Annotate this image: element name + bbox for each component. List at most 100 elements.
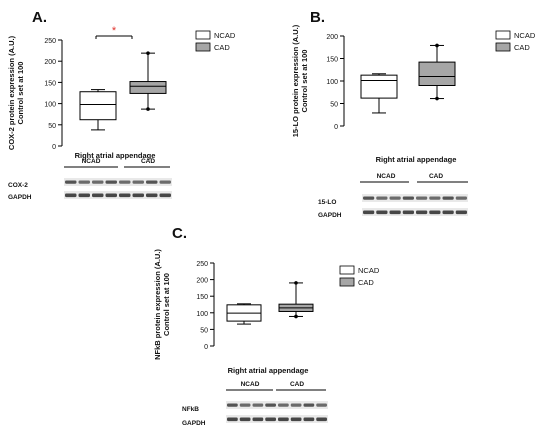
blot-band [429,196,441,200]
y-tick-label: 100 [44,102,56,109]
blot-band [303,403,315,407]
blot-band [442,196,454,200]
y-tick-label: 150 [44,80,56,87]
panel-a: A. 0 50 100 150 200 250 COX-2 protein expressio… [7,9,236,201]
blot-band [455,210,467,215]
legend-label-cad: CAD [514,43,530,52]
blot-band [252,417,264,422]
min-point [146,107,150,111]
panel-label: A. [32,9,47,26]
max-point [294,281,298,285]
panel-c: C. 0 50 100 150 200 250 NFkB protein expression… [153,225,380,427]
blot-band [119,193,131,198]
blot-group-label: CAD [290,381,304,388]
y-tick-label: 0 [204,344,208,351]
x-axis-label: Right atrial appendage [75,151,156,160]
blot-band [252,403,264,407]
y-tick-label: 100 [196,311,208,318]
blot-band [290,417,302,422]
blot-band [363,210,375,215]
blot-band [227,403,238,407]
box-cad [278,281,314,319]
significance-star: * [112,25,117,37]
y-axis-label-2: Control set at 100 [300,50,309,113]
blot-band [65,193,77,198]
legend-swatch-cad [195,42,211,52]
blot-band [105,180,117,184]
blot-group-label: NCAD [241,381,260,388]
blot-band [92,180,104,184]
y-tick-label: 200 [44,59,56,66]
blot-row-label: NFkB [182,406,199,413]
blot-band [402,210,414,215]
legend-swatch-ncad [195,30,211,40]
legend-label-cad: CAD [358,278,374,287]
min-point [435,96,439,101]
blot-strip [226,401,328,409]
box-ncad [79,89,117,131]
blot-row-label: COX-2 [8,182,28,189]
box-iqr [129,81,167,94]
blot-band [265,417,276,422]
blot-band [159,180,171,184]
panel-label: C. [172,225,187,242]
y-tick-label: 250 [196,261,208,268]
y-axis-label: 15-LO protein expression (A.U.) [291,24,300,137]
x-axis-label: Right atrial appendage [376,155,457,164]
panel-b: B. 0 50 100 150 200 15-LO protein expression (… [291,9,536,219]
blot-band [132,180,144,184]
legend-swatch-cad [339,277,355,287]
blot-group-label: NCAD [82,158,101,165]
blot-group-label: NCAD [377,173,396,180]
legend-label-ncad: NCAD [514,31,536,40]
y-axis-label: NFkB protein expression (A.U.) [153,249,162,360]
blot-band [146,180,158,184]
y-axis-title: COX-2 protein expression (A.U.) Control s… [7,35,25,150]
blot-row-label: GAPDH [318,212,342,219]
y-tick-label: 0 [52,144,56,151]
box-ncad [360,73,398,114]
y-axis-title: NFkB protein expression (A.U.) Control se… [153,249,171,360]
blot-band [290,403,302,407]
max-point [435,43,439,48]
blot-band [303,417,315,422]
legend-swatch-ncad [339,265,355,275]
blot-band [389,196,401,200]
blot-band [239,417,251,422]
blot-band [455,196,467,200]
legend-label-cad: CAD [214,43,230,52]
blot-band [159,193,171,198]
y-tick-label: 150 [326,57,338,64]
panel-label: B. [310,9,325,26]
y-tick-label: 50 [330,102,338,109]
blot-band [278,403,289,407]
y-tick-label: 250 [44,38,56,45]
max-point [146,51,150,55]
blot-strip [362,208,468,216]
blot-band [227,417,238,422]
blot-band [376,196,388,200]
blot-row-label: 15-LO [318,199,336,206]
y-axis-label: COX-2 protein expression (A.U.) [7,35,16,150]
blot-band [416,196,428,200]
blot-band [278,417,289,422]
y-tick-label: 200 [196,278,208,285]
box-cad [129,51,167,111]
y-tick-label: 200 [326,34,338,41]
legend-swatch-cad [495,42,511,52]
y-tick-label: 100 [326,79,338,86]
blot-band [376,210,388,215]
y-axis-label-2: Control set at 100 [16,62,25,125]
y-tick-label: 50 [48,123,56,130]
blot-row-label: GAPDH [182,420,206,427]
blot-band [105,193,117,198]
blot-strip [64,178,172,186]
legend-label-ncad: NCAD [358,266,380,275]
blot-row-label: GAPDH [8,194,32,201]
blot-band [78,180,90,184]
box-cad [418,43,456,101]
y-axis-title: 15-LO protein expression (A.U.) Control s… [291,24,309,137]
box-iqr [360,74,398,99]
blot-band [78,193,90,198]
